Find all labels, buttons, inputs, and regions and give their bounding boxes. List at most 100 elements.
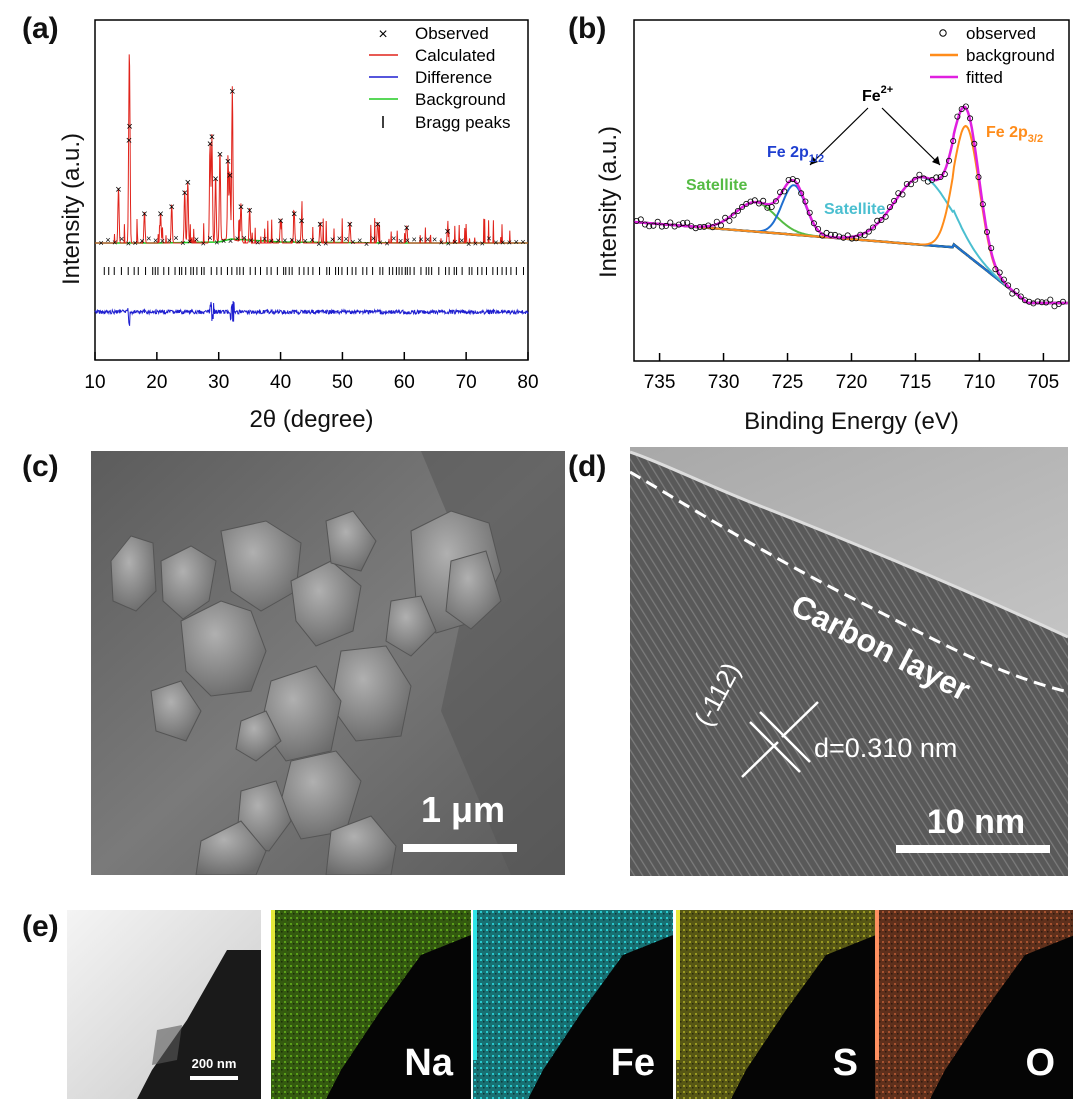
- fe2-arrow-right: [881, 107, 941, 166]
- observed-point: [836, 233, 843, 240]
- xrd-x-tick-label: 80: [517, 372, 538, 393]
- observed-point: ×: [153, 235, 158, 245]
- observed-point: ×: [225, 156, 231, 168]
- observed-point: ×: [115, 184, 121, 196]
- observed-point: [751, 197, 758, 204]
- fe2-annotation: Fe2+: [809, 84, 941, 166]
- legend-observed-symbol: [939, 29, 947, 37]
- xps-chart: 735 730 725 720 715 710 705 Fe2+ Fe 2p1/2 Fe 2…: [633, 19, 1070, 393]
- observed-point: [760, 197, 767, 204]
- observed-point: [988, 245, 995, 252]
- observed-point: ×: [139, 236, 144, 246]
- observed-point: ×: [207, 233, 212, 243]
- observed-point: ×: [520, 237, 525, 247]
- observed-point: ×: [238, 202, 244, 214]
- observed-point: ×: [133, 238, 138, 248]
- color-scale-bar: [271, 910, 275, 1060]
- xrd-x-tick-label: 20: [146, 372, 167, 393]
- observed-point: ×: [212, 174, 218, 186]
- observed-point: [1060, 298, 1067, 305]
- legend-observed: Observed: [415, 24, 489, 43]
- observed-point: [815, 225, 822, 232]
- observed-point: [1047, 296, 1054, 303]
- observed-point: [937, 173, 944, 180]
- observed-point: ×: [309, 235, 314, 245]
- observed-point: ×: [391, 233, 396, 243]
- observed-point: [958, 106, 965, 113]
- xrd-x-tick-label: 10: [84, 372, 105, 393]
- observed-point: ×: [330, 235, 335, 245]
- observed-point: [950, 137, 957, 144]
- lattice-marker: [741, 701, 819, 778]
- element-label-s: S: [832, 1042, 858, 1084]
- observed-point: ×: [298, 216, 304, 228]
- observed-point: ×: [398, 236, 403, 246]
- observed-point: [907, 181, 914, 188]
- observed-point: [777, 189, 784, 196]
- observed-point: [983, 228, 990, 235]
- panel-label-b: (b): [568, 12, 607, 45]
- observed-point: [996, 269, 1003, 276]
- observed-point: ×: [248, 236, 253, 246]
- observed-point: [878, 216, 885, 223]
- observed-point: ×: [262, 234, 267, 244]
- observed-point: [1026, 298, 1033, 305]
- legend-calculated: Calculated: [415, 46, 495, 65]
- observed-point: [979, 201, 986, 208]
- observed-point: ×: [209, 132, 215, 144]
- observed-point: [785, 176, 792, 183]
- observed-point: ×: [119, 234, 124, 244]
- observed-point: ×: [412, 235, 417, 245]
- observed-point: [663, 222, 670, 229]
- observed-point: ×: [126, 135, 132, 147]
- xps-x-tick-label: 710: [964, 372, 996, 393]
- observed-point: ×: [194, 235, 199, 245]
- observed-point: ×: [425, 235, 430, 245]
- panel-a-xlabel: 2θ (degree): [249, 406, 374, 433]
- observed-point: [679, 220, 686, 227]
- observed-point: ×: [384, 238, 389, 248]
- observed-point: [806, 209, 813, 216]
- sem-scale-text: 1 μm: [420, 789, 506, 830]
- observed-point: [916, 171, 923, 178]
- panel-b-xps: Intensity (a.u.) 735 730 725 720 715 710 705 F…: [540, 0, 1083, 440]
- hrtem-image: Carbon layer (-112) d=0.310 nm 10 nm: [630, 447, 1068, 876]
- observed-point: ×: [486, 233, 491, 243]
- haadf-scale-bar: [190, 1076, 238, 1080]
- observed-point: ×: [446, 239, 451, 249]
- observed-point: [781, 188, 788, 195]
- legend-background: background: [966, 46, 1055, 65]
- observed-point: [912, 176, 919, 183]
- legend-observed-symbol: ×: [378, 26, 387, 43]
- fe2p12-label: Fe 2p1/2: [767, 144, 824, 165]
- observed-point: [891, 197, 898, 204]
- observed-point: ×: [459, 236, 464, 246]
- observed-point: ×: [337, 233, 342, 243]
- eds-map-o: O: [875, 910, 1073, 1099]
- haadf-image: 200 nm: [67, 910, 261, 1099]
- observed-point: ×: [217, 149, 223, 161]
- observed-point: ×: [255, 237, 260, 247]
- observed-point: ×: [303, 236, 308, 246]
- observed-point: ×: [473, 239, 478, 249]
- xps-x-tick-label: 730: [708, 372, 740, 393]
- observed-point: ×: [291, 209, 297, 221]
- observed-point: ×: [157, 209, 163, 221]
- observed-point: [1043, 299, 1050, 306]
- observed-point: ×: [357, 236, 362, 246]
- observed-point: [1017, 293, 1024, 300]
- xps-x-tick-label: 705: [1028, 372, 1060, 393]
- observed-point: ×: [180, 238, 185, 248]
- observed-point: [895, 190, 902, 197]
- observed-point: [717, 222, 724, 229]
- observed-point: [701, 223, 708, 230]
- xrd-plot-frame: [94, 19, 529, 361]
- panel-b-xlabel: Binding Energy (eV): [744, 408, 959, 435]
- observed-point: ×: [480, 238, 485, 248]
- observed-point: [962, 103, 969, 110]
- observed-point: [772, 198, 779, 205]
- panel-label-e: (e): [22, 910, 59, 943]
- observed-point: [831, 231, 838, 238]
- observed-point: ×: [126, 121, 132, 133]
- observed-point: [882, 213, 889, 220]
